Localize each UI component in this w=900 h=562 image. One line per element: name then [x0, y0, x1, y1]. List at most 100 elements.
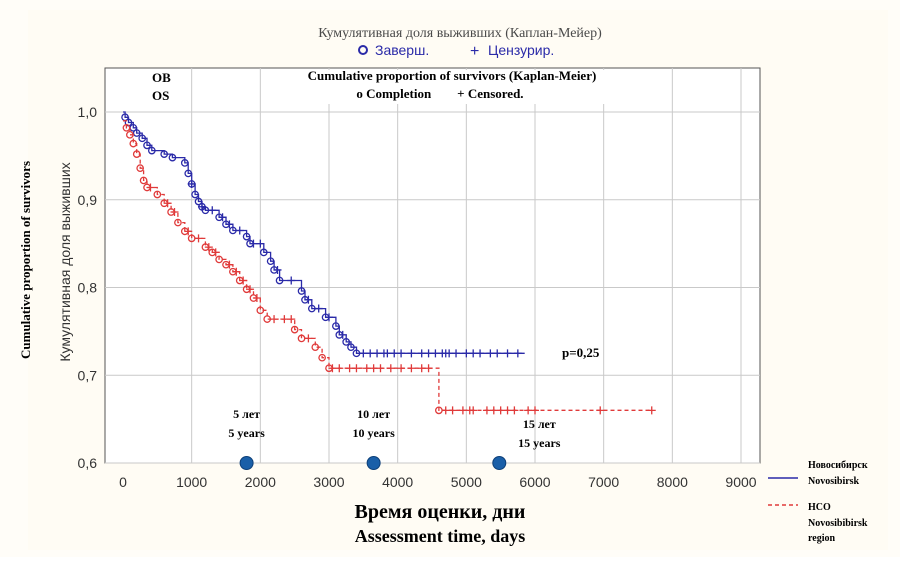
censored-mark [441, 406, 450, 415]
chart-title-ru: Кумулятивная доля выживших (Каплан-Мейер… [318, 26, 602, 41]
censored-mark [417, 364, 426, 373]
legend-en: o Completion + Censored. [356, 86, 523, 101]
completion-point [132, 150, 141, 158]
censored-mark [503, 406, 512, 415]
y-tick-label: 1,0 [78, 104, 98, 120]
censored-mark [493, 349, 502, 358]
x-tick-label: 5000 [451, 474, 482, 490]
completion-point [297, 287, 306, 295]
year-marker: 10 лет 10 years [352, 407, 395, 470]
year-markers: 5 лет 5 years 10 лет 10 years 15 лет 15 years [228, 407, 561, 470]
year-marker: 15 лет 15 years [492, 417, 561, 470]
y-axis-label-ru: Кумулятивная доля выживших [57, 162, 73, 361]
censored-mark [424, 364, 433, 373]
x-tick-label: 3000 [313, 474, 344, 490]
axes: 0 1000 2000 3000 4000 5000 6000 7000 8000 9000 0,6… [78, 104, 757, 490]
censored-mark [513, 349, 522, 358]
completion-point [242, 232, 251, 241]
censored-mark [280, 315, 289, 324]
censored-mark [445, 349, 454, 358]
censored-mark [187, 179, 196, 188]
completion-point [139, 176, 148, 185]
year-marker-dot [492, 456, 507, 470]
censored-mark [249, 239, 258, 248]
censored-mark [246, 285, 255, 294]
censored-mark [510, 406, 519, 415]
censored-marker-icon: + [470, 43, 479, 60]
censored-mark [596, 406, 605, 415]
x-tick-label: 4000 [382, 474, 413, 490]
censored-mark [204, 243, 213, 252]
censored-mark [407, 364, 416, 373]
censored-mark [407, 349, 416, 358]
year-marker: 5 лет 5 years [228, 407, 265, 470]
censored-mark [424, 349, 433, 358]
censored-mark [489, 406, 498, 415]
completion-point [194, 197, 203, 206]
censored-mark [352, 364, 361, 373]
x-tick-label: 8000 [657, 474, 688, 490]
year-marker-label-en: 10 years [352, 426, 395, 440]
completion-point [266, 257, 275, 266]
censored-mark [208, 206, 217, 215]
series [121, 111, 656, 415]
legend-region-ru: НСО [808, 502, 831, 513]
censored-mark [325, 313, 333, 322]
censored-mark [476, 349, 485, 358]
completion-point [347, 343, 355, 352]
censored-mark [359, 349, 368, 358]
legend-region-en-1: Novosibibirsk [808, 518, 868, 529]
censored-mark [225, 260, 234, 269]
series-region [122, 120, 656, 415]
completion-point [290, 325, 299, 334]
censored-mark [252, 294, 261, 303]
censored-mark [431, 349, 440, 358]
censored-mark [273, 265, 282, 274]
completion-point [259, 248, 268, 257]
censored-mark [270, 315, 279, 324]
censored-mark [225, 220, 234, 229]
censored-mark [524, 406, 533, 415]
completion-point [160, 150, 169, 158]
completion-point [180, 159, 189, 167]
completion-point [275, 276, 284, 285]
y-tick-label: 0,8 [78, 280, 98, 296]
censored-mark [287, 276, 296, 285]
censored-mark [448, 406, 457, 415]
censored-mark [386, 364, 395, 373]
completion-point [136, 164, 145, 173]
censored-mark [376, 364, 385, 373]
censored-mark [390, 349, 399, 358]
completion-point [138, 134, 147, 143]
x-tick-label: 2000 [245, 474, 276, 490]
censored-mark [373, 349, 382, 358]
completion-point [311, 343, 320, 352]
censored-mark [218, 213, 227, 222]
completion-point [122, 123, 131, 132]
censored-mark [469, 406, 478, 415]
x-tick-label: 6000 [519, 474, 550, 490]
x-axis-label-en: Assessment time, days [355, 526, 526, 546]
year-marker-label-ru: 15 лет [523, 417, 556, 431]
completion-point [191, 190, 199, 199]
censored-mark [194, 234, 203, 243]
x-tick-label: 7000 [588, 474, 619, 490]
censored-mark [383, 349, 392, 358]
x-axis-label-ru: Время оценки, дни [355, 501, 526, 523]
grid [105, 68, 760, 464]
title-box-en [262, 70, 642, 104]
completion-point [132, 129, 141, 137]
tag-os: OS [152, 88, 169, 103]
censored-mark [482, 406, 491, 415]
censored-mark [452, 349, 461, 358]
censored-mark [366, 349, 375, 358]
y-tick-label: 0,9 [78, 192, 98, 208]
censored-mark [647, 406, 656, 415]
censored-mark [235, 226, 244, 235]
x-tick-label: 0 [119, 474, 127, 490]
x-tick-label: 1000 [176, 474, 207, 490]
series-novosibirsk [121, 111, 525, 358]
censored-mark [345, 364, 354, 373]
completion-point [342, 338, 351, 346]
